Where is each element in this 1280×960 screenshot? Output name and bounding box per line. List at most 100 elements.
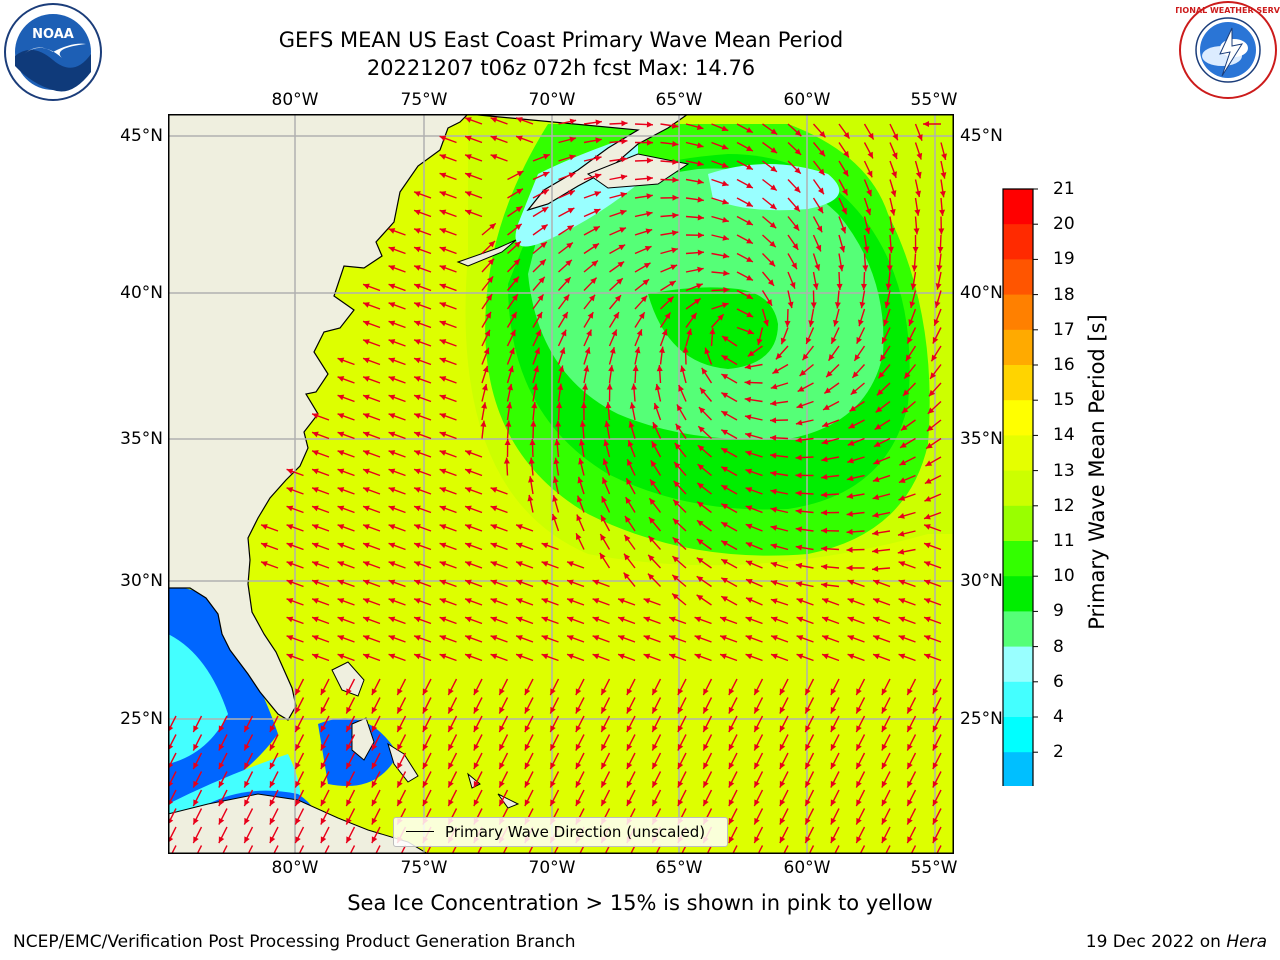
wave-arrow-head	[539, 259, 546, 266]
wave-arrow-head	[439, 246, 447, 253]
wave-arrow-head	[524, 706, 531, 714]
lon-label-bottom-70w: 70°W	[528, 858, 576, 878]
wave-arrow-head	[779, 817, 786, 825]
wave-arrow-head	[696, 539, 704, 545]
wave-arrow-head	[797, 386, 805, 392]
wave-arrow-head	[667, 296, 674, 303]
wave-arrow-head	[671, 247, 678, 254]
wave-arrow-head	[728, 762, 735, 770]
wave-arrow-head	[593, 208, 601, 215]
wave-arrow-head	[697, 482, 704, 489]
wave-arrow-head	[721, 302, 729, 309]
wave-arrow-head	[890, 190, 897, 197]
wave-arrow-head	[672, 158, 679, 165]
wave-arrow-head	[486, 294, 493, 301]
wave-arrow-head	[261, 542, 268, 549]
legend-text: Primary Wave Direction (unscaled)	[445, 823, 706, 841]
wave-arrow-head	[626, 706, 633, 714]
wave-arrow-head	[789, 281, 796, 289]
wave-arrow-head	[856, 836, 862, 844]
wave-arrow-head	[721, 355, 729, 361]
wave-arrow-head	[847, 598, 855, 604]
lat-label-right-25n: 25°N	[960, 709, 1003, 729]
wave-arrow-head	[649, 498, 656, 505]
wave-arrow-head	[771, 616, 778, 623]
wave-arrow-head	[703, 725, 709, 733]
wave-arrow-head	[465, 191, 472, 197]
wave-arrow-head	[320, 817, 327, 825]
wave-arrow-head	[856, 688, 862, 696]
wave-arrow-head	[728, 799, 735, 807]
wave-arrow-head	[388, 431, 396, 438]
chart-title-line2: 20221207 t06z 072h fcst Max: 14.76	[366, 56, 756, 80]
wave-arrow-head	[744, 414, 752, 421]
wave-arrow-head	[448, 743, 454, 751]
wave-arrow-head	[677, 743, 684, 751]
wave-arrow-head	[592, 598, 600, 604]
wave-arrow-head	[363, 524, 370, 530]
colorbar-segment	[1003, 189, 1033, 225]
wave-arrow-head	[892, 133, 898, 141]
wave-arrow-head	[601, 743, 607, 751]
wave-arrow-head	[269, 780, 276, 788]
wave-arrow-head	[770, 598, 778, 605]
wave-arrow-head	[538, 276, 545, 284]
wave-arrow-head	[728, 743, 735, 751]
wave-arrow-head	[552, 495, 559, 502]
wave-arrow-head	[295, 836, 301, 844]
wave-arrow-head	[822, 598, 829, 604]
footer-date: 19 Dec 2022 on Hera	[1086, 932, 1267, 952]
wave-arrow-head	[746, 219, 753, 225]
wave-arrow-head	[629, 402, 636, 409]
map-legend: Primary Wave Direction (unscaled)	[393, 817, 728, 847]
wave-arrow-head	[795, 526, 803, 533]
wave-arrow-head	[550, 743, 556, 751]
wave-arrow-head	[886, 265, 893, 272]
wave-arrow-head	[770, 452, 777, 459]
wave-arrow-head	[652, 780, 658, 788]
map-frame	[168, 114, 954, 854]
wave-arrow-head	[878, 371, 885, 379]
wave-arrow-head	[337, 487, 345, 493]
wave-arrow-head	[337, 542, 345, 549]
wave-arrow-head	[388, 283, 396, 290]
wave-arrow-head	[244, 762, 250, 770]
wave-arrow-head	[770, 543, 778, 550]
wave-arrow-head	[363, 431, 370, 438]
wave-arrow-head	[414, 579, 421, 586]
wave-arrow-head	[672, 140, 679, 147]
wave-arrow-head	[793, 205, 800, 212]
wave-arrow-head	[465, 135, 472, 142]
wave-arrow-head	[286, 561, 294, 567]
colorbar-tick-label: 20	[1053, 214, 1075, 235]
wave-arrow-head	[499, 725, 505, 733]
wave-arrow-head	[795, 419, 803, 426]
wave-arrow-head	[779, 706, 786, 714]
wave-arrow-head	[812, 283, 819, 290]
wave-arrow-head	[312, 653, 319, 660]
wave-arrow-head	[867, 151, 873, 159]
wave-arrow-head	[907, 725, 913, 733]
wave-arrow-head	[320, 799, 327, 807]
wave-arrow-head	[830, 688, 837, 696]
wave-arrow-head	[677, 799, 684, 807]
wave-arrow-head	[295, 688, 301, 696]
wave-arrow-head	[439, 135, 447, 142]
wave-arrow-head	[769, 240, 776, 248]
wave-arrow-head	[312, 579, 319, 586]
wave-arrow-head	[645, 228, 653, 235]
wave-arrow-head	[721, 336, 729, 342]
wave-arrow-head	[709, 328, 716, 335]
wave-arrow-head	[439, 320, 447, 327]
wave-arrow-head	[908, 319, 915, 326]
wave-arrow-head	[932, 725, 939, 733]
wave-arrow-head	[534, 347, 540, 355]
wave-arrow-head	[527, 494, 534, 502]
wave-arrow-head	[490, 154, 498, 160]
wave-arrow-head	[674, 461, 681, 469]
wave-arrow-head	[439, 376, 447, 382]
wave-arrow-head	[541, 616, 549, 623]
wave-arrow-head	[808, 320, 815, 327]
wave-arrow-head	[664, 312, 671, 320]
wave-arrow-head	[626, 725, 633, 733]
